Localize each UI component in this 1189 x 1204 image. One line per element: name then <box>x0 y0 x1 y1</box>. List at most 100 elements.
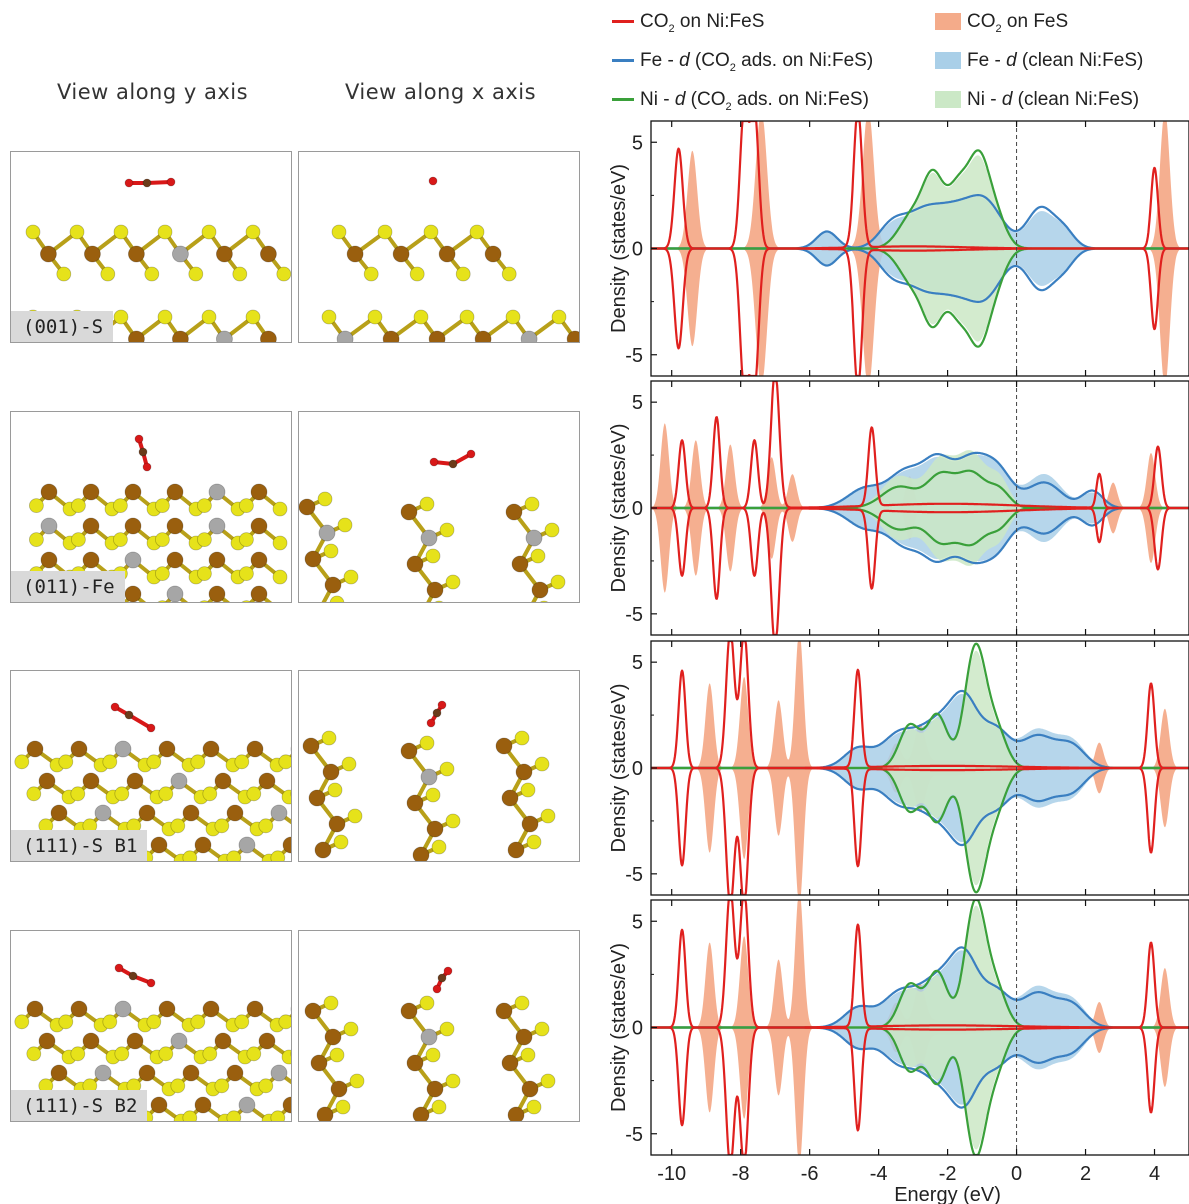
s-atom <box>321 309 337 325</box>
s-atom <box>272 569 288 585</box>
fe-atom <box>150 836 168 854</box>
fe-atom <box>501 789 519 807</box>
fe-atom <box>194 1096 212 1114</box>
s-atom <box>524 496 540 512</box>
fe-atom <box>412 1106 430 1121</box>
fe-atom <box>501 1054 519 1072</box>
atoms-111-S-B1-view-y <box>14 702 291 861</box>
s-atom <box>25 224 41 240</box>
o-atom <box>166 177 176 187</box>
ni-atom <box>420 768 438 786</box>
fe-atom <box>82 517 100 535</box>
fe-atom <box>382 330 400 342</box>
fe-atom <box>324 576 342 594</box>
surface-label-111-S-B2: (111)-S B2 <box>11 1090 148 1121</box>
s-atom <box>278 1014 291 1030</box>
fe-atom <box>495 1002 513 1020</box>
fe-atom <box>158 740 176 758</box>
c-atom <box>128 971 138 981</box>
fe-atom <box>124 517 142 535</box>
s-atom <box>157 600 168 602</box>
fe-atom <box>406 794 424 812</box>
xtick-label: 0 <box>1011 1163 1022 1185</box>
s-atom <box>317 491 333 507</box>
s-atom <box>347 808 363 824</box>
s-atom <box>540 808 556 824</box>
fe-atom <box>208 551 226 569</box>
fe-atom <box>50 1064 68 1082</box>
structure-011-Fe-view-x <box>298 411 580 603</box>
ni-atom <box>208 483 226 501</box>
xtick-label: -6 <box>801 1163 819 1185</box>
s-atom <box>329 1047 345 1063</box>
s-atom <box>26 786 42 802</box>
s-atom <box>14 1014 30 1030</box>
c-atom <box>437 973 447 983</box>
fe-atom <box>259 245 277 263</box>
o-atom <box>134 434 144 444</box>
s-atom <box>56 266 72 282</box>
s-atom <box>188 266 204 282</box>
series-co2_nifes-down-panel-2 <box>651 506 1189 635</box>
o-atom <box>432 984 442 994</box>
atoms-111-S-B2-view-x <box>304 966 556 1121</box>
legend-co2-nifes: CO2 on Ni:FeS <box>612 11 764 35</box>
s-atom <box>232 266 248 282</box>
fe-atom <box>250 551 268 569</box>
atoms-001-S-view-x <box>321 176 579 342</box>
fe-atom <box>208 585 226 602</box>
fe-atom <box>304 550 322 568</box>
fe-atom <box>400 503 418 521</box>
fe-atom <box>202 740 220 758</box>
s-atom <box>445 574 461 590</box>
ni-atom <box>166 585 184 602</box>
fe-atom <box>521 815 539 833</box>
fe-atom <box>214 1032 232 1050</box>
s-atom <box>281 789 291 805</box>
o-atom <box>124 178 134 188</box>
s-atom <box>413 309 429 325</box>
ni-atom <box>420 529 438 547</box>
series-ni_clean-up-panel-2 <box>651 450 1189 508</box>
fe-atom <box>328 815 346 833</box>
fe-atom <box>322 763 340 781</box>
dos-panel-1 <box>651 121 1189 376</box>
s-atom <box>28 532 44 547</box>
fe-atom <box>84 245 101 263</box>
s-atom <box>455 266 471 282</box>
xtick-label: 2 <box>1080 1163 1091 1185</box>
s-atom <box>434 600 444 602</box>
fe-atom <box>515 1028 533 1046</box>
fe-atom <box>70 740 88 758</box>
s-atom <box>113 498 128 513</box>
s-atom <box>71 498 86 513</box>
c-atom <box>448 459 458 469</box>
s-atom <box>245 224 261 240</box>
c-atom <box>432 708 442 718</box>
series-ni_clean-down-panel-1 <box>651 248 1189 342</box>
legend-ni-clean: Ni - d (clean Ni:FeS) <box>935 89 1139 111</box>
s-atom <box>70 786 86 802</box>
ni-atom <box>94 1064 112 1082</box>
fe-atom <box>246 740 264 758</box>
bond <box>127 713 153 730</box>
ni-atom <box>208 517 226 535</box>
fe-atom <box>260 330 277 342</box>
fe-atom <box>438 245 456 263</box>
c-atom <box>124 710 134 720</box>
fe-atom <box>128 245 145 263</box>
s-atom <box>327 782 343 798</box>
s-atom <box>202 1046 218 1062</box>
s-atom <box>439 761 455 777</box>
s-atom <box>337 517 353 533</box>
fe-atom <box>82 772 100 790</box>
s-atom <box>102 1014 118 1030</box>
surface-label-011-Fe: (011)-Fe <box>11 571 125 602</box>
fe-atom <box>484 245 502 263</box>
atoms-111-S-B1-view-x <box>302 700 556 861</box>
s-atom <box>439 522 455 538</box>
ni-atom <box>270 1064 288 1082</box>
s-atom <box>234 754 250 770</box>
fe-atom <box>124 483 142 501</box>
s-atom <box>113 309 129 325</box>
